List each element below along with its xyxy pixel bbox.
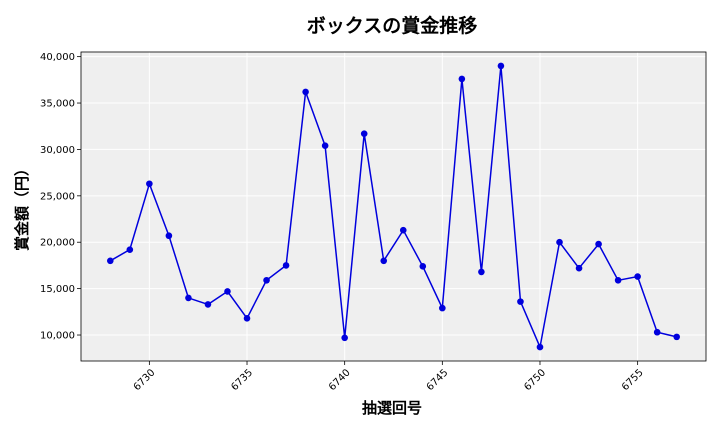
x-axis-label: 抽選回号 xyxy=(362,399,422,417)
data-point xyxy=(517,298,524,305)
y-axis-ticks: 10,000 15,000 20,000 25,000 30,000 35,000 40,0… xyxy=(40,52,81,342)
x-tick-label: 6735 xyxy=(229,367,255,393)
data-point xyxy=(185,294,192,302)
y-tick-label: 40,000 xyxy=(40,52,75,63)
data-point xyxy=(497,62,505,70)
data-point xyxy=(282,262,290,269)
data-point xyxy=(458,75,466,83)
data-point xyxy=(380,257,388,265)
data-point xyxy=(575,264,583,272)
data-point xyxy=(243,315,251,322)
data-point xyxy=(224,288,231,295)
y-axis-label: 賞金額（円） xyxy=(13,161,31,251)
plot-frame xyxy=(80,51,707,362)
data-point xyxy=(106,257,114,265)
y-tick-label: 35,000 xyxy=(40,99,75,110)
data-point xyxy=(653,328,661,336)
y-tick-label: 10,000 xyxy=(40,331,75,342)
grid-lines xyxy=(81,52,706,361)
data-point xyxy=(126,246,134,253)
plot-area xyxy=(81,52,706,361)
x-tick-label: 6750 xyxy=(522,367,548,393)
data-point xyxy=(634,273,641,280)
data-point xyxy=(165,232,173,240)
x-tick-label: 6745 xyxy=(425,367,451,393)
data-point xyxy=(302,88,309,96)
y-tick-label: 15,000 xyxy=(40,284,75,295)
x-tick-label: 6755 xyxy=(620,367,646,393)
data-point xyxy=(419,263,427,270)
y-tick-label: 30,000 xyxy=(40,145,75,156)
data-point xyxy=(595,240,602,248)
data-point xyxy=(478,268,485,276)
data-point xyxy=(321,142,329,150)
data-point xyxy=(399,226,407,234)
data-point xyxy=(556,238,563,246)
data-point xyxy=(341,334,348,342)
data-point xyxy=(204,301,212,308)
x-axis-ticks: 6730 6735 6740 6745 6750 6755 xyxy=(132,361,646,393)
data-point xyxy=(536,343,544,351)
data-point xyxy=(614,276,622,284)
x-tick-label: 6730 xyxy=(132,367,158,393)
data-point xyxy=(263,276,270,284)
data-point xyxy=(146,180,153,188)
y-tick-label: 25,000 xyxy=(40,191,75,202)
x-tick-label: 6740 xyxy=(327,367,353,393)
data-point xyxy=(439,304,446,312)
series-line xyxy=(109,65,677,350)
y-tick-label: 20,000 xyxy=(40,238,75,249)
chart-title: ボックスの賞金推移 xyxy=(307,14,477,37)
series-group xyxy=(106,62,681,351)
data-point xyxy=(360,130,368,137)
data-point xyxy=(673,333,681,341)
